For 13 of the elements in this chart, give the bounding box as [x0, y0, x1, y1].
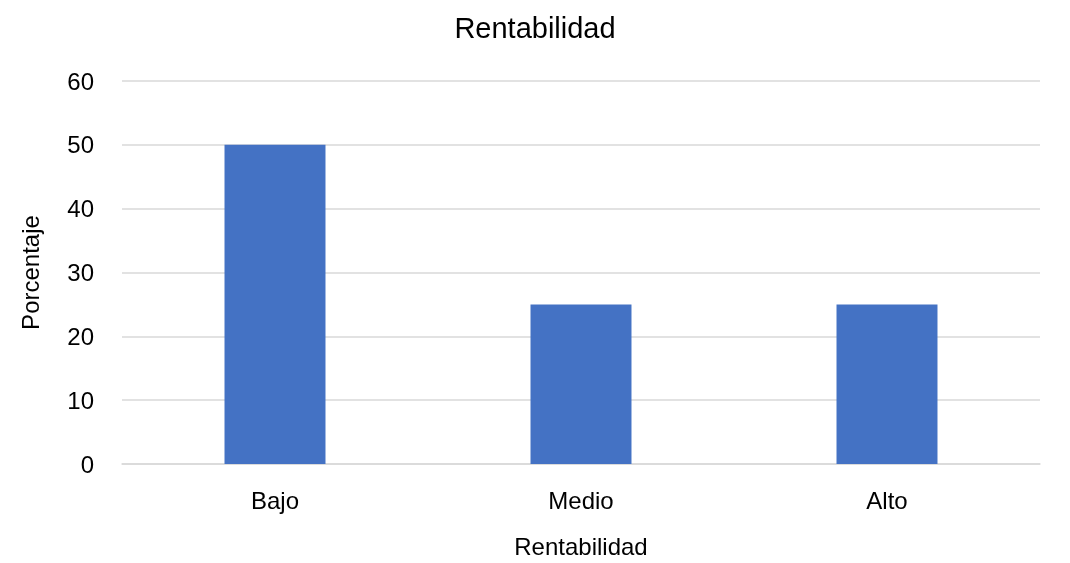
- x-tick-label: Medio: [548, 486, 614, 514]
- y-axis-title: Porcentaje: [16, 215, 44, 330]
- y-tick-label: 30: [67, 259, 94, 286]
- y-tick-label: 0: [80, 450, 94, 478]
- y-tick-label: 50: [67, 131, 94, 159]
- y-tick-label: 40: [67, 195, 94, 223]
- y-tick-label: 10: [67, 386, 94, 414]
- y-tick-label: 20: [67, 322, 94, 350]
- x-tick-label: Bajo: [250, 486, 300, 514]
- x-tick-label: Alto: [866, 486, 908, 514]
- chart-title: Rentabilidad: [454, 11, 616, 44]
- x-axis-title: Rentabilidad: [514, 532, 648, 560]
- y-tick-label: 60: [67, 67, 94, 95]
